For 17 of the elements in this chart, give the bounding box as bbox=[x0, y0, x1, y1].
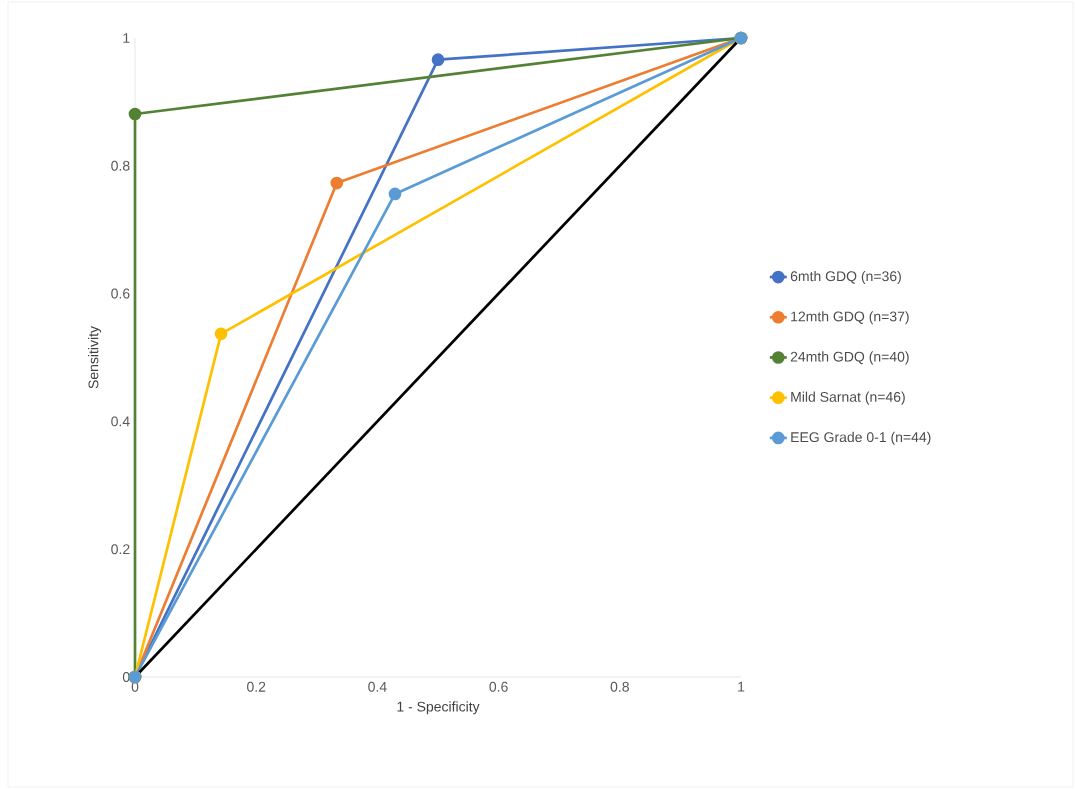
x-tick-label: 0.8 bbox=[610, 681, 629, 692]
y-axis-title: Sensitivity bbox=[88, 326, 102, 389]
legend-label: 12mth GDQ (n=37) bbox=[791, 311, 909, 325]
y-tick-label: 0.4 bbox=[111, 416, 130, 427]
x-tick-label: 0.6 bbox=[489, 681, 508, 692]
x-tick-label: 0.2 bbox=[247, 681, 266, 692]
x-tick-label: 1 bbox=[738, 681, 745, 692]
y-tick-label: 0.6 bbox=[111, 288, 130, 299]
legend-label: 24mth GDQ (n=40) bbox=[790, 351, 909, 365]
y-tick-label: 1 bbox=[123, 33, 130, 43]
legend-label: Mild Sarnat (n=46) bbox=[791, 391, 905, 405]
y-tick-label: 0.2 bbox=[111, 544, 130, 555]
x-axis-title: 1 - Specificity bbox=[397, 701, 480, 715]
x-tick-label: 0.4 bbox=[368, 681, 387, 692]
legend-label: 6mth GDQ (n=36) bbox=[790, 270, 901, 284]
y-tick-label: 0.8 bbox=[111, 160, 130, 171]
legend-label: EEG Grade 0-1 (n=44) bbox=[791, 431, 931, 445]
